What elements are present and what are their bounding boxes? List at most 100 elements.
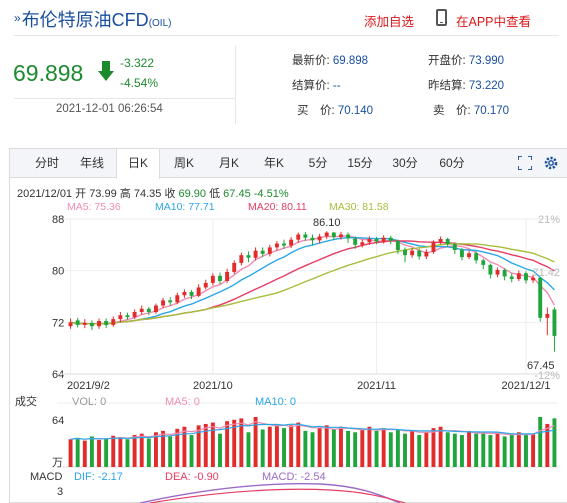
volume-bar: [267, 426, 272, 467]
right-axis-label: -12%: [534, 370, 560, 382]
volume-bar: [459, 435, 464, 467]
volume-bar: [239, 418, 244, 467]
right-axis-label: 21%: [538, 214, 560, 226]
candle-body: [168, 300, 173, 303]
ohlc-close: 69.90: [178, 188, 207, 200]
candle-body: [524, 273, 528, 281]
volume-bar: [339, 426, 343, 467]
candle-body: [104, 321, 109, 325]
candle-body: [196, 287, 201, 296]
candle-body: [381, 237, 386, 242]
tab-period[interactable]: 30分: [392, 156, 418, 170]
price-change: -3.322: [120, 56, 155, 70]
volume-bar: [89, 436, 94, 467]
volume-bar: [424, 432, 429, 467]
candle-body: [538, 277, 543, 318]
volume-bar: [509, 435, 514, 467]
candle-body: [452, 244, 457, 250]
tab-period[interactable]: 年线: [79, 156, 104, 170]
candle-body: [225, 271, 230, 281]
volume-bar: [260, 429, 265, 467]
tab-period[interactable]: 周K: [173, 156, 194, 170]
tab-period[interactable]: 分时: [34, 156, 59, 170]
chart-panel: [9, 148, 567, 503]
x-tick-label: 2021/9/2: [67, 380, 110, 392]
candle-body: [531, 277, 536, 281]
ma-legend-item: MA30: 81.58: [329, 201, 389, 213]
price-change-pct: -4.54%: [120, 76, 159, 90]
candle-body: [253, 250, 258, 258]
quote-value: --: [332, 80, 341, 92]
volume-bar: [196, 425, 201, 467]
last-price: 69.898: [13, 60, 84, 86]
volume-bar: [246, 432, 251, 467]
volume-bar: [225, 421, 230, 467]
quote-timestamp: 2021-12-01 06:26:54: [56, 103, 163, 115]
quote-label: 买 价:: [297, 105, 335, 117]
ohlc-high: 74.35: [133, 188, 162, 200]
quote-label: 结算价:: [292, 80, 330, 92]
volume-bar: [146, 438, 151, 467]
ohlc-pct: -4.51%: [253, 188, 289, 200]
tab-period[interactable]: 5分: [308, 156, 328, 170]
volume-bar: [153, 432, 158, 467]
volume-bar: [410, 430, 415, 467]
candle-body: [438, 239, 443, 243]
candle-body: [367, 239, 372, 243]
quote-field: 买 价: 70.140: [297, 102, 373, 118]
ohlc-open-label: 开: [75, 188, 87, 200]
tab-period[interactable]: 15分: [347, 156, 373, 170]
candle-body: [68, 322, 73, 327]
candle-body: [118, 315, 123, 320]
candle-body: [232, 262, 237, 272]
volume-bar: [481, 432, 486, 467]
ma-line: [70, 243, 555, 325]
volume-bar: [104, 438, 109, 467]
volume-bar: [125, 439, 130, 467]
volume-bar: [452, 433, 457, 467]
candle-body: [260, 250, 265, 254]
quote-field: 最新价: 69.898: [292, 52, 368, 68]
ohlc-info: 2021/12/01 开 73.99 高 74.35 收 69.90 低 67.…: [17, 185, 289, 201]
candle-body: [467, 253, 472, 258]
candle-body: [203, 282, 208, 288]
gear-icon[interactable]: [543, 155, 559, 171]
candle-body: [132, 312, 137, 318]
volume-bar: [118, 437, 123, 467]
macd-legend: DIF: -2.17: [74, 471, 123, 483]
instrument-title: »布伦特原油CFD(OIL): [14, 6, 171, 32]
volume-bar: [289, 425, 294, 467]
price-divider: [14, 98, 235, 99]
candle-body: [289, 239, 294, 246]
low-annotation: 67.45: [527, 360, 555, 372]
tab-period[interactable]: 年K: [263, 156, 284, 170]
volume-bar: [317, 428, 322, 467]
volume-legend: VOL: 0: [72, 396, 106, 408]
tab-period[interactable]: 日K: [116, 149, 160, 179]
volume-bar: [296, 422, 301, 467]
instrument-code: (OIL): [148, 18, 172, 29]
add-watchlist-link[interactable]: 添加自选: [364, 15, 415, 29]
y-tick-label: 64: [52, 369, 64, 381]
quote-field: 卖 价: 70.170: [433, 102, 509, 118]
volume-bar: [431, 428, 436, 467]
candle-body: [317, 236, 322, 241]
x-tick-label: 2021/12/1: [502, 380, 551, 392]
macd-dif-line: [139, 483, 401, 503]
candle-body: [161, 300, 166, 306]
candle-body: [481, 260, 486, 265]
candle-body: [353, 238, 358, 245]
volume-bar: [524, 435, 528, 467]
view-in-app-link[interactable]: 在APP中查看: [456, 15, 532, 29]
volume-bar: [545, 423, 550, 467]
tab-period[interactable]: 月K: [218, 156, 239, 170]
volume-bar: [253, 417, 258, 467]
volume-bar: [189, 435, 194, 467]
candle-body: [346, 234, 351, 239]
candle-body: [303, 234, 308, 238]
volume-bar: [367, 426, 372, 467]
volume-bar: [502, 436, 507, 467]
volume-bar: [495, 433, 500, 467]
tab-period[interactable]: 60分: [439, 156, 465, 170]
